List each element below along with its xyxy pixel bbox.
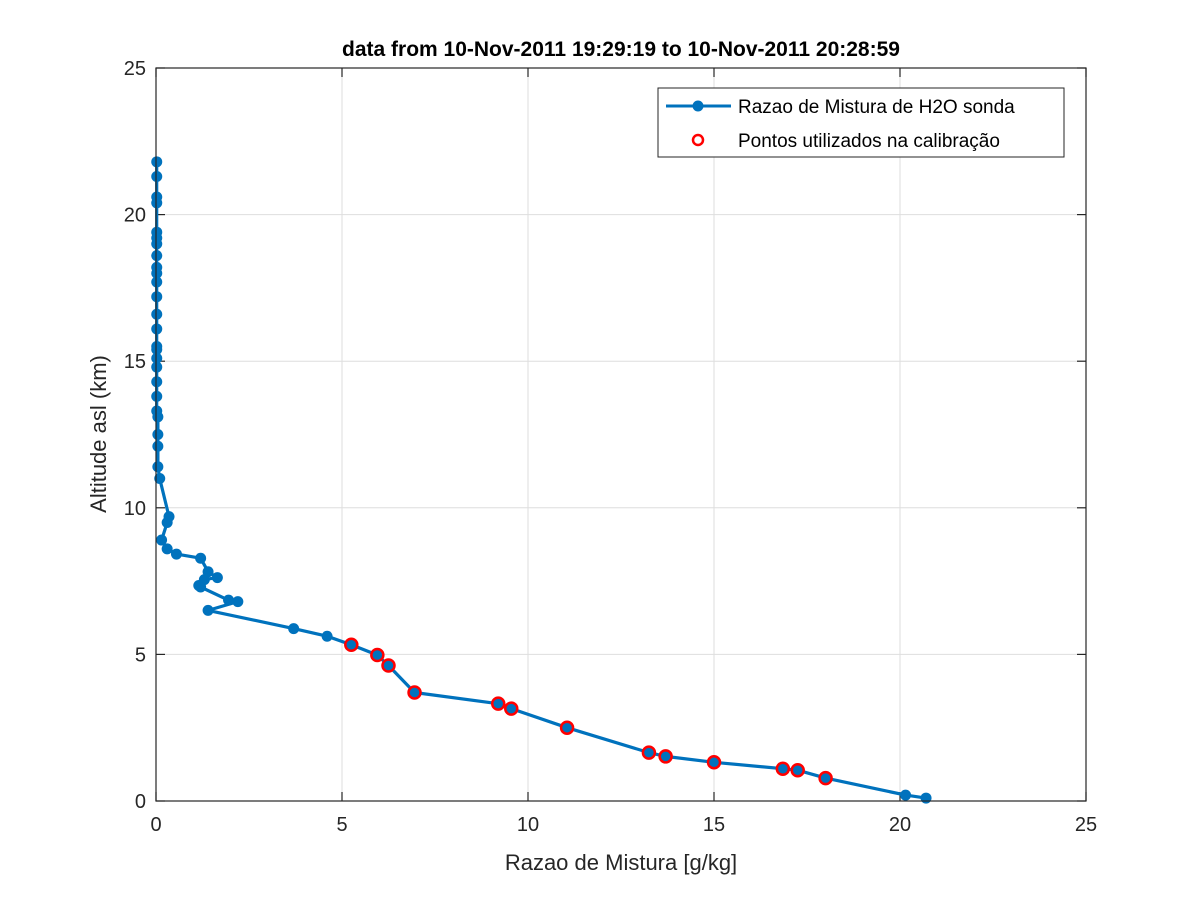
h2o-point-4: [777, 763, 789, 775]
h2o-point-30: [163, 511, 175, 523]
h2o-point-31: [154, 472, 166, 484]
calibration-point-10: [381, 658, 396, 673]
h2o-point-46: [151, 276, 163, 288]
h2o-point-19: [223, 594, 235, 606]
calibration-point-6: [559, 720, 575, 735]
calibration-point-5: [641, 745, 657, 760]
calibration-point-3: [706, 755, 722, 770]
h2o-point-13: [371, 649, 383, 661]
h2o-point-45: [151, 291, 163, 303]
h2o-point-11: [409, 687, 421, 699]
h2o-point-54: [151, 191, 163, 203]
y-tick-label-4: 20: [124, 205, 146, 227]
legend-calibration-marker: [691, 133, 705, 147]
tick-labels: 0 5 10 15 20 25 0 5 10 15 20 25: [124, 58, 1097, 836]
series-calibration-markers: [344, 637, 833, 786]
y-axis-label: Altitude asl (km): [86, 355, 111, 513]
h2o-point-2: [820, 772, 832, 784]
h2o-point-16: [288, 623, 300, 635]
h2o-point-39: [151, 361, 163, 373]
y-tick-label-3: 15: [124, 351, 146, 373]
series-h2o-markers: [151, 156, 932, 804]
h2o-point-55: [151, 170, 163, 182]
grid-lines: [155, 67, 1087, 802]
h2o-point-38: [151, 376, 163, 388]
legend-h2o-label: Razao de Mistura de H2O sonda: [738, 97, 1015, 118]
calibration-point-9: [407, 685, 422, 700]
h2o-point-10: [492, 698, 504, 710]
h2o-point-23: [211, 572, 223, 584]
plot-box: [155, 67, 1087, 802]
h2o-point-24: [202, 566, 214, 578]
h2o-point-42: [151, 341, 163, 353]
y-tick-label-5: 25: [124, 58, 146, 80]
y-tick-label-0: 0: [135, 791, 146, 813]
calibration-point-1: [790, 762, 805, 778]
calibration-point-2: [775, 761, 791, 776]
h2o-point-7: [643, 747, 655, 759]
h2o-point-49: [151, 250, 163, 262]
h2o-point-26: [170, 548, 182, 560]
h2o-point-12: [383, 660, 394, 672]
h2o-point-56: [151, 156, 163, 168]
h2o-point-36: [151, 405, 163, 417]
x-tick-label-4: 20: [889, 814, 911, 836]
h2o-point-52: [151, 226, 163, 238]
x-tick-label-3: 15: [703, 814, 725, 836]
h2o-point-3: [792, 764, 804, 776]
calibration-point-8: [490, 696, 506, 711]
calibration-point-4: [658, 749, 673, 764]
h2o-point-5: [708, 756, 720, 768]
h2o-point-37: [151, 390, 163, 402]
h2o-point-8: [561, 722, 573, 734]
chart-title: data from 10-Nov-2011 19:29:19 to 10-Nov…: [342, 38, 900, 61]
y-tick-label-2: 10: [124, 498, 146, 520]
h2o-point-1: [900, 789, 912, 801]
x-axis-label: Razao de Mistura [g/kg]: [505, 850, 737, 875]
calibration-point-12: [344, 637, 359, 652]
h2o-point-27: [161, 543, 173, 555]
calibration-point-7: [504, 701, 519, 716]
x-tick-label-1: 5: [336, 814, 347, 836]
h2o-point-34: [152, 429, 164, 440]
h2o-point-43: [151, 323, 163, 335]
legend-box: [657, 87, 1065, 158]
h2o-point-32: [152, 461, 164, 473]
h2o-point-25: [195, 552, 207, 564]
h2o-point-6: [660, 750, 672, 762]
h2o-point-15: [321, 630, 333, 642]
calibration-point-0: [818, 770, 833, 786]
calibration-point-11: [370, 647, 385, 663]
h2o-point-48: [151, 261, 163, 273]
h2o-point-17: [202, 604, 214, 616]
h2o-point-14: [345, 639, 357, 651]
plot-area: [156, 68, 1086, 801]
h2o-point-28: [156, 534, 168, 546]
h2o-point-0: [920, 792, 932, 804]
h2o-point-40: [151, 352, 163, 364]
y-tick-label-1: 5: [135, 644, 146, 666]
h2o-point-9: [505, 703, 517, 715]
legend: Razao de Mistura de H2O sonda Pontos uti…: [657, 87, 1065, 158]
legend-h2o-marker: [692, 100, 704, 112]
legend-calibration-label: Pontos utilizados na calibração: [738, 131, 1000, 152]
x-tick-label-0: 0: [150, 814, 161, 836]
x-tick-label-2: 10: [517, 814, 539, 836]
h2o-point-18: [232, 596, 244, 608]
h2o-point-33: [152, 440, 164, 452]
x-tick-label-5: 25: [1075, 814, 1097, 836]
h2o-point-44: [151, 308, 163, 320]
